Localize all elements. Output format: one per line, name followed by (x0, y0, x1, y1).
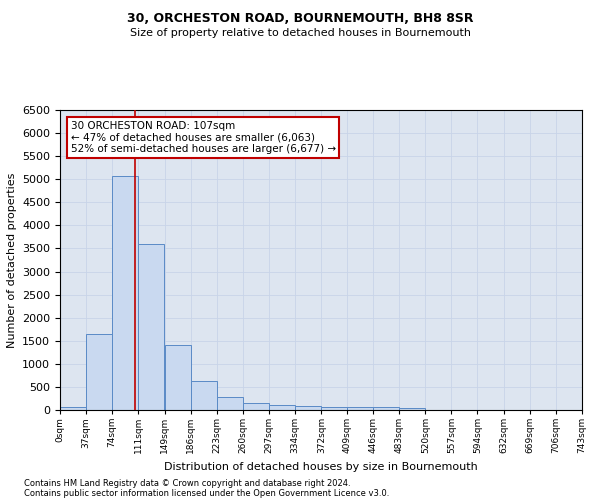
Text: 30 ORCHESTON ROAD: 107sqm
← 47% of detached houses are smaller (6,063)
52% of se: 30 ORCHESTON ROAD: 107sqm ← 47% of detac… (71, 121, 335, 154)
Bar (138, 244, 164, 410)
Bar (269, 405, 295, 410)
Bar (217, 396, 242, 410)
X-axis label: Distribution of detached houses by size in Bournemouth: Distribution of detached houses by size … (164, 462, 478, 471)
Bar (400, 408, 425, 410)
Y-axis label: Number of detached properties: Number of detached properties (7, 172, 17, 348)
Text: Size of property relative to detached houses in Bournemouth: Size of property relative to detached ho… (130, 28, 470, 38)
Bar (112, 176, 138, 410)
Bar (86, 334, 112, 410)
Bar (242, 403, 269, 410)
Bar (191, 382, 217, 410)
Bar (60, 407, 86, 410)
Text: Contains public sector information licensed under the Open Government Licence v3: Contains public sector information licen… (24, 488, 389, 498)
Bar (295, 406, 320, 410)
Bar (347, 407, 373, 410)
Bar (322, 407, 347, 410)
Text: Contains HM Land Registry data © Crown copyright and database right 2024.: Contains HM Land Registry data © Crown c… (24, 478, 350, 488)
Text: 30, ORCHESTON ROAD, BOURNEMOUTH, BH8 8SR: 30, ORCHESTON ROAD, BOURNEMOUTH, BH8 8SR (127, 12, 473, 26)
Bar (164, 345, 191, 410)
Bar (373, 407, 400, 410)
